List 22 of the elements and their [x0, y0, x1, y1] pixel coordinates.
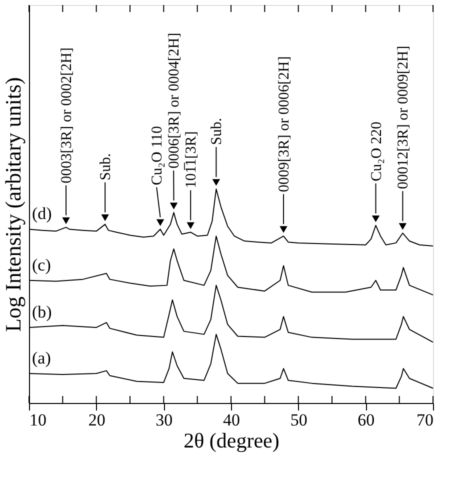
x-tick-label: 20 — [88, 410, 106, 430]
annotation: 00012[3R] or 0009[2H] — [396, 46, 412, 190]
x-tick-label: 70 — [416, 410, 434, 430]
annotation: 0009[3R] or 0006[2H] — [276, 56, 293, 192]
annotation: Cu₂O 110 — [150, 126, 166, 186]
series-label: (b) — [32, 302, 52, 322]
x-axis-title: 2θ (degree) — [184, 428, 280, 452]
annotation: 101̅1[3R] — [184, 131, 200, 188]
annotation: Cu₂O 220 — [368, 122, 385, 182]
x-tick-label: 10 — [30, 410, 46, 430]
x-tick-label: 30 — [156, 410, 173, 430]
series-label: (c) — [32, 255, 51, 274]
series-label: (a) — [32, 348, 51, 368]
legend-label: (d) — [32, 204, 52, 224]
y-axis-title: Log Intensity (arbitary units) — [0, 77, 26, 332]
annotation: 0003[3R] or 0002[2H] — [59, 47, 76, 184]
x-tick-label: 50 — [290, 410, 308, 430]
annotation: Sub. — [209, 118, 226, 146]
annotation: Sub. — [98, 153, 114, 180]
x-tick-label: 40 — [223, 410, 240, 430]
x-tick-label: 60 — [358, 410, 375, 430]
annotation: 0006[3R] or 0004[2H] — [166, 32, 183, 169]
